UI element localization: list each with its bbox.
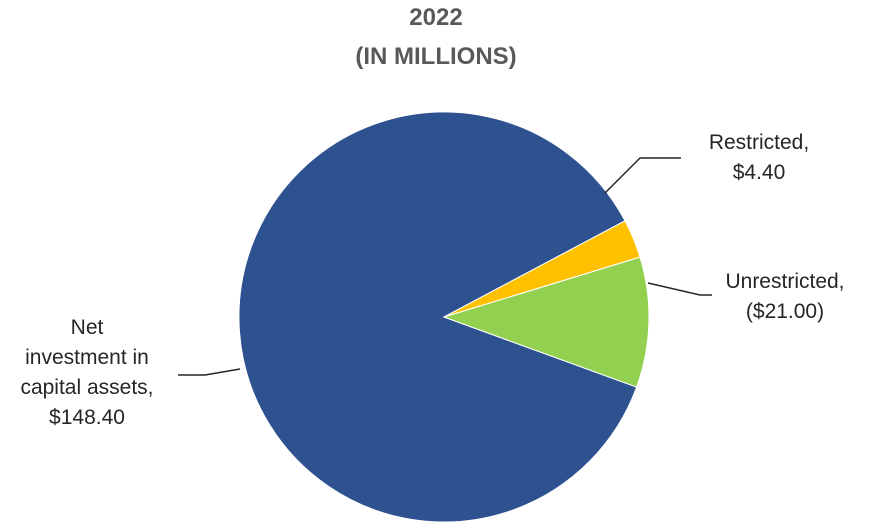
data-label-unrestricted: Unrestricted, ($21.00) xyxy=(700,267,870,327)
data-label-restricted: Restricted, $4.40 xyxy=(684,128,834,188)
data-label-unrestricted-value: ($21.00) xyxy=(745,300,825,323)
data-label-net-value: $148.40 xyxy=(49,406,125,429)
leader-line-restricted xyxy=(604,157,681,194)
data-label-net-line1: Net xyxy=(70,316,104,339)
data-label-net-line3: capital assets, xyxy=(20,376,154,399)
data-label-net-investment: Net investment in capital assets, $148.4… xyxy=(2,313,172,433)
data-label-unrestricted-name: Unrestricted, xyxy=(725,270,845,293)
chart-subtitle: (IN MILLIONS) xyxy=(355,43,517,70)
data-label-net-line2: investment in xyxy=(25,346,149,369)
pie-slice-restricted xyxy=(443,220,641,318)
leader-line-net xyxy=(178,368,241,376)
pie-slice-unrestricted xyxy=(442,256,650,388)
data-label-restricted-value: $4.40 xyxy=(732,161,786,184)
data-label-restricted-name: Restricted, xyxy=(708,131,810,154)
pie-slice-net-investment xyxy=(238,111,638,522)
chart-title: 2022 xyxy=(409,4,463,31)
leader-line-unrestricted xyxy=(647,282,712,296)
